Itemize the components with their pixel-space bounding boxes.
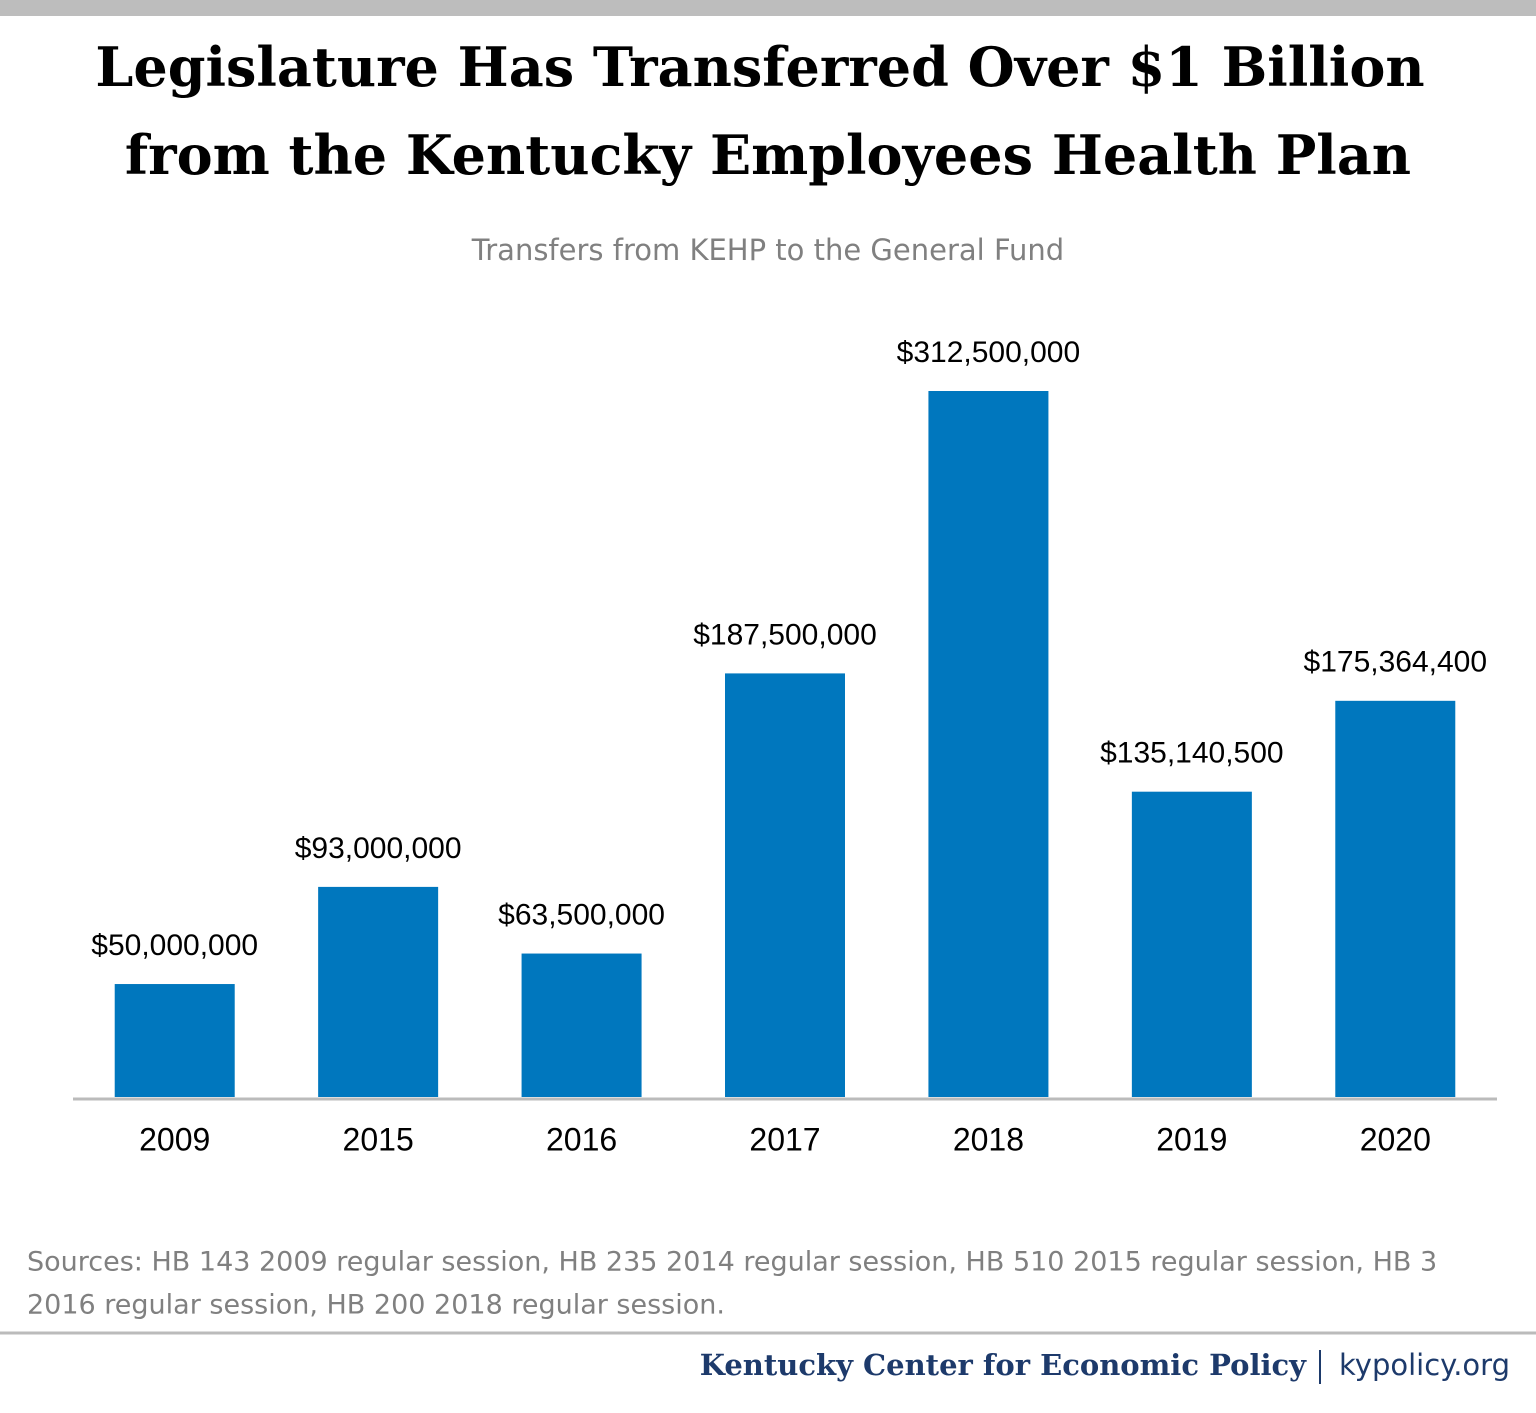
value-label: $50,000,000 xyxy=(91,929,258,962)
x-tick-label: 2019 xyxy=(1156,1121,1227,1157)
value-label: $135,140,500 xyxy=(1100,737,1284,770)
value-label: $312,500,000 xyxy=(897,336,1081,369)
footer-organization: Kentucky Center for Economic Policy xyxy=(700,1348,1307,1382)
value-label: $93,000,000 xyxy=(295,832,462,865)
x-tick-label: 2009 xyxy=(139,1121,210,1157)
chart-title: from the Kentucky Employees Health Plan xyxy=(125,123,1411,187)
value-label: $175,364,400 xyxy=(1304,646,1488,679)
source-note: Sources: HB 143 2009 regular session, HB… xyxy=(27,1247,1437,1278)
chart-title: Legislature Has Transferred Over $1 Bill… xyxy=(95,35,1424,99)
chart-subtitle: Transfers from KEHP to the General Fund xyxy=(471,233,1064,267)
value-label: $187,500,000 xyxy=(693,618,877,651)
x-tick-label: 2020 xyxy=(1360,1121,1431,1157)
bar xyxy=(521,953,642,1097)
bar xyxy=(1131,791,1252,1097)
x-tick-label: 2016 xyxy=(546,1121,617,1157)
value-label: $63,500,000 xyxy=(498,898,665,931)
top-band xyxy=(0,0,1536,16)
footer-url: kypolicy.org xyxy=(1339,1348,1510,1382)
bar xyxy=(318,886,439,1097)
plot-area: $50,000,000 2009 $93,000,000 2015 $63,500,00… xyxy=(91,336,1487,1158)
bar xyxy=(928,391,1049,1097)
bar xyxy=(1335,700,1456,1097)
bar xyxy=(725,673,845,1097)
source-note: 2016 regular session, HB 200 2018 regula… xyxy=(27,1290,725,1321)
bar xyxy=(114,984,235,1097)
x-tick-label: 2018 xyxy=(953,1121,1024,1157)
x-tick-label: 2015 xyxy=(343,1121,414,1157)
x-tick-label: 2017 xyxy=(749,1121,820,1157)
